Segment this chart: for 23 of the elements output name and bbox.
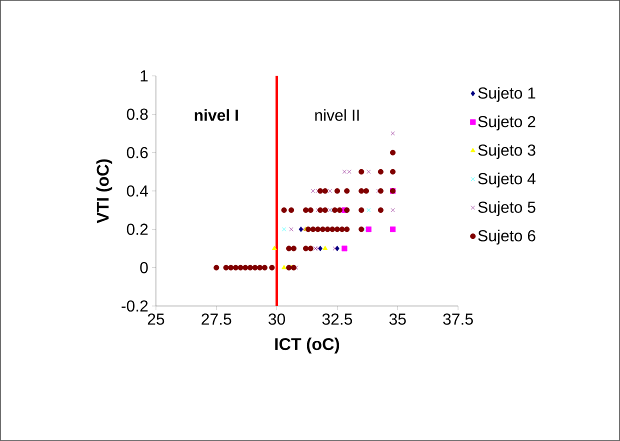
- y-tick-label: 1: [140, 70, 148, 82]
- x-tick-label: 37.5: [443, 314, 473, 325]
- x-tick-label: 35: [389, 314, 406, 325]
- y-tick-label: 0.6: [126, 146, 148, 158]
- x-tick-label: 27.5: [202, 314, 232, 325]
- x-tick-label: 30: [268, 314, 286, 325]
- y-tick-label: -0.2: [122, 300, 148, 312]
- y-tick-label: 0.8: [126, 108, 148, 120]
- x-tick-label: 32.5: [322, 314, 352, 325]
- legend-label: Sujeto 2: [478, 116, 536, 130]
- legend-label: Sujeto 3: [478, 144, 536, 159]
- y-tick-label: 0.4: [126, 185, 148, 197]
- legend-label: Sujeto 1: [478, 87, 536, 102]
- annotation: nivel I: [194, 109, 238, 121]
- legend-label: Sujeto 6: [478, 230, 536, 245]
- annotation: nivel II: [315, 109, 359, 121]
- y-tick-label: 0: [140, 262, 148, 274]
- y-axis-title: VTI (oC): [96, 159, 112, 224]
- legend-label: Sujeto 4: [478, 172, 536, 188]
- x-axis-title: ICT (oC): [275, 338, 340, 354]
- legend-label: Sujeto 5: [478, 201, 536, 216]
- x-tick-label: 25: [148, 314, 164, 325]
- y-tick-label: 0.2: [126, 224, 148, 235]
